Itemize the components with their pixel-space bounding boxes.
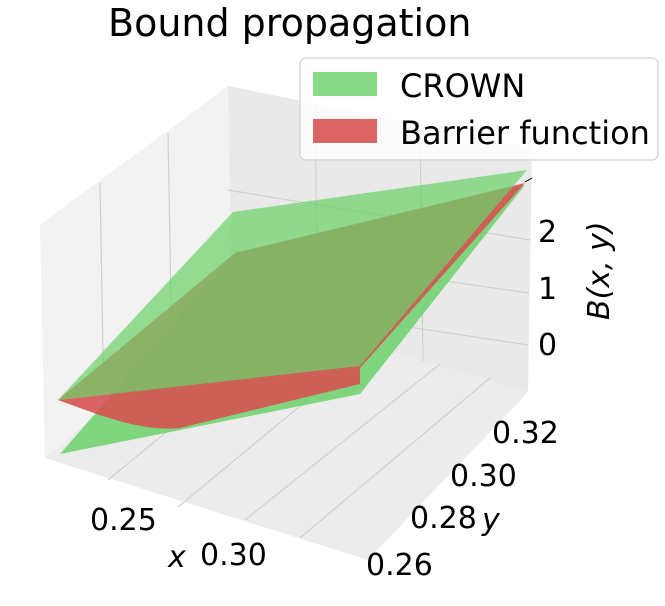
legend-label-crown: CROWN xyxy=(400,67,525,105)
z-tick-label-2: 2 xyxy=(538,215,557,250)
z-axis: 2 1 0 B(x, y) xyxy=(524,177,617,363)
barrier-surface-bulge xyxy=(58,368,360,429)
surfaces xyxy=(58,170,527,454)
y-axis: 0.32 0.30 0.28 0.26 y xyxy=(366,416,559,583)
y-tick-label-0.26: 0.26 xyxy=(366,548,433,583)
z-tick-label-0: 0 xyxy=(538,328,557,363)
y-axis-label: y xyxy=(481,503,501,538)
back-left-pane xyxy=(40,86,232,458)
legend-box xyxy=(299,57,659,161)
chart-title: Bound propagation xyxy=(108,1,471,45)
y-tick-label-0.28: 0.28 xyxy=(410,501,477,536)
legend: CROWN Barrier function xyxy=(299,57,659,161)
legend-label-barrier: Barrier function xyxy=(400,114,650,152)
x-axis-label: x xyxy=(167,540,186,575)
crown-upper-surface xyxy=(58,170,527,400)
x-axis: 0.25 0.30 x xyxy=(90,503,267,575)
legend-swatch-barrier xyxy=(313,119,377,143)
x-tick-label-0.30: 0.30 xyxy=(200,538,267,573)
y-tick-label-0.32: 0.32 xyxy=(492,416,559,451)
z-tick-label-1: 1 xyxy=(538,272,557,307)
x-tick-label-0.25: 0.25 xyxy=(90,503,157,538)
y-tick-label-0.30: 0.30 xyxy=(450,459,517,494)
legend-swatch-crown xyxy=(313,72,377,96)
z-axis-label: B(x, y) xyxy=(582,221,617,320)
